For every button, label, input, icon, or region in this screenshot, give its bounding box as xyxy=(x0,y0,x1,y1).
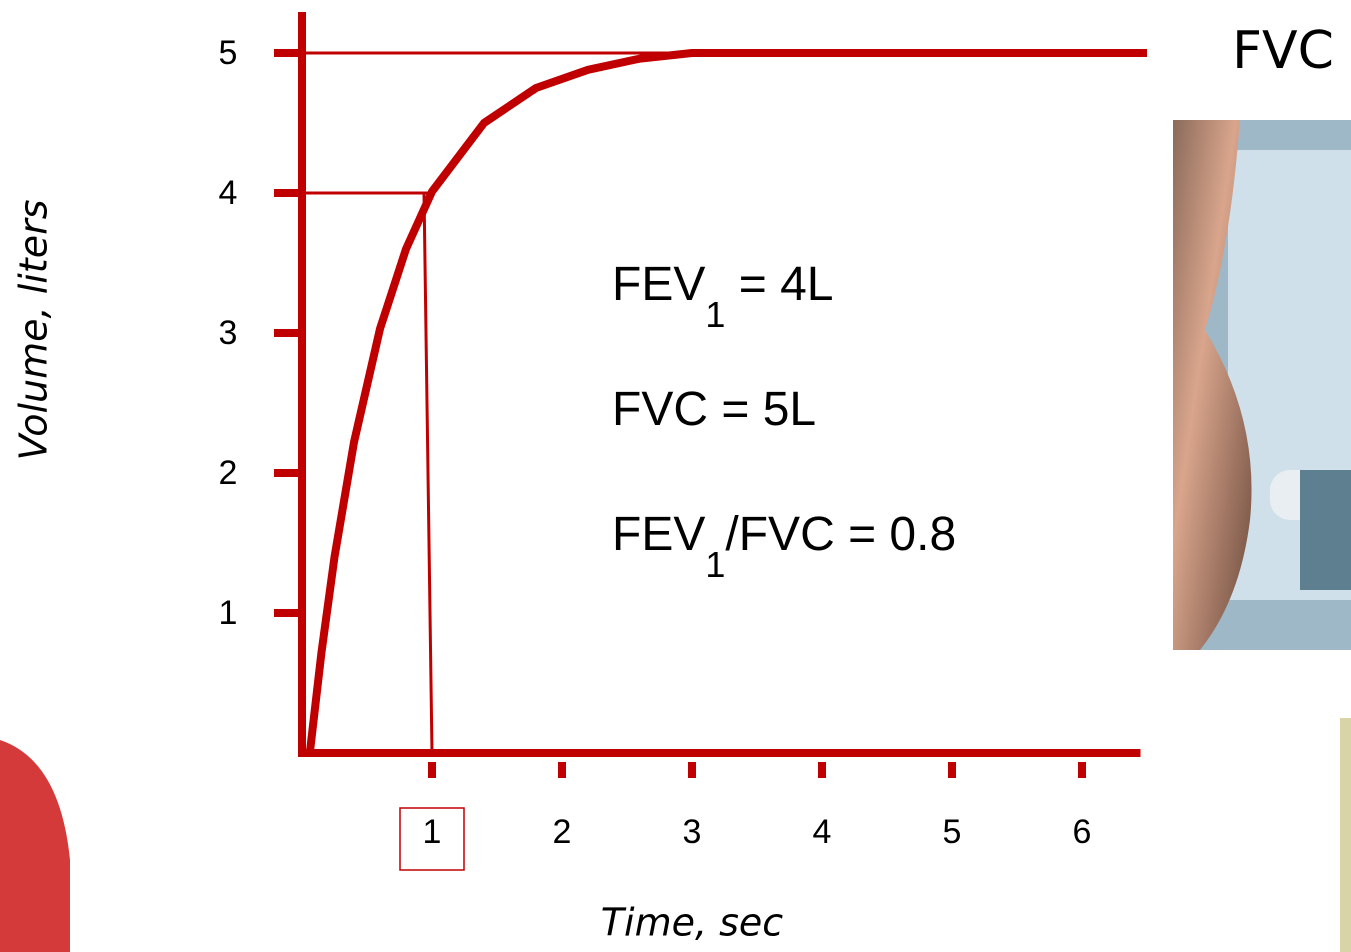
photo xyxy=(1173,120,1351,650)
y-axis-label: Volume, liters xyxy=(12,199,56,460)
annotation: FEV1 = 4L xyxy=(612,258,833,335)
y-tick-label: 3 xyxy=(219,314,238,352)
x-tick-label: 2 xyxy=(553,813,572,851)
annotation-text: FEV xyxy=(612,258,705,311)
annotation: FVC = 5L xyxy=(612,383,816,436)
x-tick-label: 6 xyxy=(1073,813,1092,851)
y-tick-label: 5 xyxy=(219,34,238,72)
annotation: FEV1/FVC = 0.8 xyxy=(612,508,956,585)
x-tick-label: 4 xyxy=(813,813,832,851)
y-tick-label: 4 xyxy=(219,174,238,212)
annotation-text: = 4L xyxy=(725,258,833,311)
annotation-subscript: 1 xyxy=(705,294,725,335)
x-tick-label: 3 xyxy=(683,813,702,851)
volume-curve xyxy=(305,49,1147,754)
x-axis-label: Time, sec xyxy=(601,901,784,945)
annotation-text: FEV xyxy=(612,508,705,561)
chart-title: FVC xyxy=(1232,21,1334,81)
y-tick-label: 1 xyxy=(219,594,238,632)
annotation-text: FVC = 5L xyxy=(612,383,816,436)
y-tick-label: 2 xyxy=(219,454,238,492)
lung-image xyxy=(0,740,70,952)
side-box xyxy=(1340,718,1351,952)
x-tick-highlight xyxy=(399,807,465,871)
guide-line xyxy=(422,192,434,754)
x-tick-label: 5 xyxy=(943,813,962,851)
x-tick-label: 1 xyxy=(423,813,442,851)
annotation-text: /FVC = 0.8 xyxy=(725,508,956,561)
annotation-subscript: 1 xyxy=(705,544,725,585)
